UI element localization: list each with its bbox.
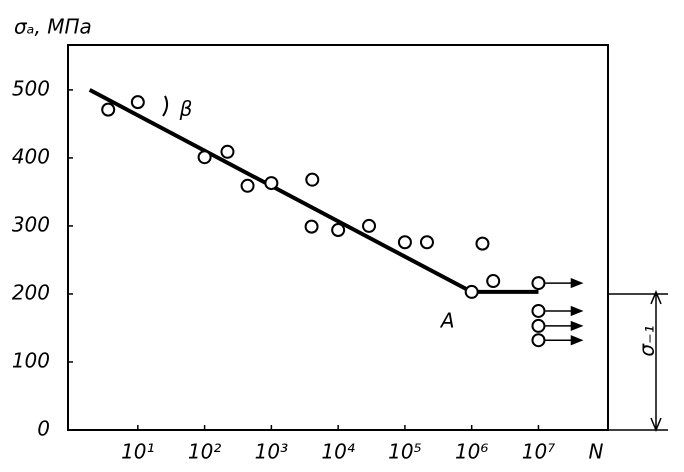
- point-label: A: [439, 308, 455, 332]
- runout-arrow: [545, 320, 584, 332]
- x-tick-label: 10⁵: [388, 440, 421, 464]
- y-axis-label: σₐ, МПа: [14, 15, 92, 39]
- runout-arrow: [545, 335, 584, 346]
- data-point: [305, 172, 320, 187]
- data-point: [531, 303, 546, 318]
- data-point: [331, 223, 346, 238]
- x-tick-label: 10⁶: [455, 440, 488, 464]
- y-tick-label: 100: [12, 348, 50, 372]
- x-axis-label: N: [589, 440, 604, 464]
- fit-line: [88, 88, 539, 294]
- data-point: [240, 178, 255, 193]
- data-point: [220, 144, 235, 159]
- y-tick-label: 200: [12, 280, 50, 304]
- data-point: [531, 276, 546, 291]
- x-tick-label: 10⁷: [522, 440, 555, 464]
- data-point: [397, 235, 412, 250]
- x-tick-label: 10⁴: [321, 440, 354, 464]
- runout-arrow: [545, 277, 584, 289]
- x-tick-label: 10¹: [121, 440, 154, 464]
- data-point: [419, 235, 434, 250]
- data-point: [531, 333, 546, 348]
- limit-arrow: [650, 289, 662, 432]
- data-point: [101, 102, 116, 117]
- data-point: [130, 95, 145, 110]
- y-tick-label: 0: [37, 417, 50, 441]
- plot-frame: [67, 44, 609, 431]
- data-point: [264, 176, 279, 191]
- y-tick-label: 400: [12, 144, 50, 168]
- data-point: [464, 284, 479, 299]
- data-point: [304, 219, 319, 234]
- runout-arrow: [545, 305, 584, 317]
- x-tick-label: 10³: [255, 440, 288, 464]
- data-point: [362, 218, 377, 233]
- limit-label: σ₋₁: [635, 325, 659, 356]
- data-point: [531, 318, 546, 333]
- angle-arc: [162, 95, 169, 117]
- x-tick-label: 10²: [188, 440, 221, 464]
- angle-label: β: [179, 97, 193, 121]
- data-point: [475, 236, 490, 251]
- data-point: [197, 150, 212, 165]
- y-tick-label: 300: [12, 212, 50, 236]
- data-point: [486, 274, 501, 289]
- y-tick-label: 500: [12, 76, 50, 100]
